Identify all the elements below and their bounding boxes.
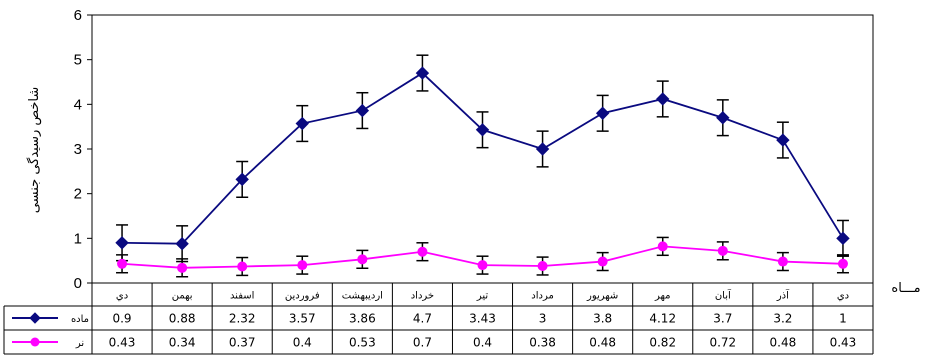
legend-label: نر: [75, 338, 84, 349]
month-label: دي: [837, 291, 849, 302]
data-point: [716, 111, 730, 125]
data-point: [415, 66, 430, 80]
data-point: [355, 103, 370, 118]
y-tick-label: 5: [74, 52, 82, 69]
data-point: [177, 262, 188, 273]
month-label: مرداد: [531, 291, 554, 302]
month-label: فروردين: [285, 291, 320, 302]
data-point: [295, 116, 309, 131]
data-point: [357, 254, 368, 265]
table-value: 4.7: [413, 312, 432, 326]
series-male: [116, 236, 849, 278]
month-label: شهريور: [586, 291, 618, 302]
y-tick-label: 4: [74, 96, 82, 113]
y-tick-label: 3: [74, 141, 82, 158]
table-value: 3.43: [469, 312, 496, 326]
data-point: [595, 106, 610, 120]
series-group: [115, 54, 850, 278]
table-value: 3.86: [349, 312, 376, 326]
table-value: 3.7: [713, 312, 732, 326]
table-value: 3.2: [773, 312, 792, 326]
table-value: 0.72: [709, 336, 736, 350]
data-point: [837, 258, 848, 269]
table-value: 0.43: [109, 336, 136, 350]
table-value: 0.88: [169, 312, 196, 326]
table-value: 0.4: [473, 336, 492, 350]
data-point: [597, 256, 608, 267]
data-point: [777, 256, 788, 267]
data-point: [656, 92, 670, 106]
table-value: 0.4: [293, 336, 312, 350]
table-value: 0.43: [830, 336, 857, 350]
legend-marker: [30, 337, 40, 347]
table-value: 3: [539, 312, 547, 326]
table-value: 0.38: [529, 336, 556, 350]
data-point: [836, 231, 850, 246]
y-tick-label: 1: [74, 230, 82, 247]
month-label: آبان: [715, 289, 732, 302]
plot-area-border: [91, 14, 874, 284]
month-label: دي: [116, 291, 128, 302]
month-label: ارديبهشت: [342, 291, 383, 302]
data-point: [537, 261, 548, 272]
y-axis-title: شاخص رسیدگی جنسی: [26, 87, 42, 213]
y-axis-title-group: شاخص رسیدگی جنسی: [26, 87, 42, 213]
y-axis-ticks: 0 1 2 3 4 5 6: [74, 7, 92, 292]
series-line: [122, 71, 844, 245]
data-point: [477, 260, 488, 271]
data-point: [717, 245, 728, 256]
y-tick-label: 0: [74, 275, 82, 292]
data-table: دي آذر آبان مهر شهريور مرداد تير خرداد ارديبهشت ف…: [3, 282, 874, 355]
data-point: [117, 258, 128, 269]
x-axis-title: مـــاه: [891, 281, 920, 296]
series-female: [115, 54, 850, 263]
table-value: 0.34: [169, 336, 196, 350]
plot-frame: [91, 14, 874, 284]
data-point: [776, 133, 790, 147]
table-value: 1: [839, 312, 847, 326]
data-point: [237, 261, 248, 272]
data-point: [535, 142, 550, 156]
data-point: [115, 236, 129, 250]
month-label: خرداد: [411, 291, 434, 302]
data-point: [297, 260, 308, 271]
table-value: 4.12: [649, 312, 676, 326]
table-value: 3.57: [289, 312, 316, 326]
table-value: 0.82: [649, 336, 676, 350]
table-value: 3.8: [593, 312, 612, 326]
table-value: 0.53: [349, 336, 376, 350]
data-point: [475, 123, 490, 137]
table-value: 0.37: [229, 336, 256, 350]
y-tick-label: 2: [74, 186, 82, 203]
table-value: 0.7: [413, 336, 432, 350]
data-point: [417, 246, 428, 257]
month-label: بهمن: [172, 291, 193, 302]
table-value: 0.48: [770, 336, 797, 350]
legend-label: ماده: [71, 314, 89, 325]
table-value: 0.9: [112, 312, 131, 326]
table-value: 0.48: [589, 336, 616, 350]
month-label: آذر: [776, 289, 790, 302]
legend-marker: [29, 312, 41, 324]
data-point: [657, 241, 668, 252]
month-label: اسفند: [230, 291, 254, 302]
month-label: مهر: [654, 291, 670, 302]
data-point: [175, 236, 189, 251]
month-label: تير: [476, 291, 489, 302]
data-point: [235, 172, 249, 187]
y-tick-label: 6: [74, 7, 82, 24]
table-value: 2.32: [229, 312, 256, 326]
